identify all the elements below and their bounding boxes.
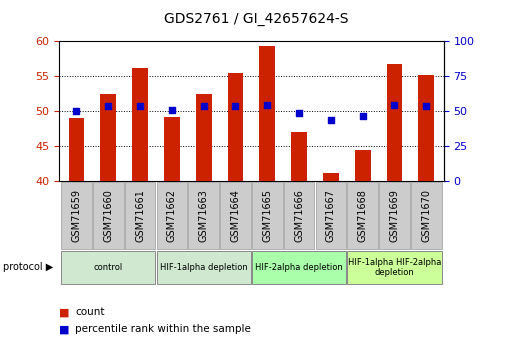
FancyBboxPatch shape (156, 251, 251, 284)
FancyBboxPatch shape (315, 182, 346, 249)
Text: GSM71661: GSM71661 (135, 189, 145, 242)
FancyBboxPatch shape (220, 182, 251, 249)
Text: GSM71662: GSM71662 (167, 189, 177, 242)
Bar (69, 118, 85, 181)
Text: GSM71664: GSM71664 (230, 189, 241, 242)
FancyBboxPatch shape (61, 251, 155, 284)
Text: GSM71660: GSM71660 (103, 189, 113, 242)
Bar (101, 94, 116, 181)
Bar (132, 68, 148, 181)
Point (168, 107, 176, 112)
Point (422, 103, 430, 108)
Text: HIF-1alpha depletion: HIF-1alpha depletion (160, 263, 248, 272)
Text: count: count (75, 307, 105, 317)
FancyBboxPatch shape (379, 182, 410, 249)
FancyBboxPatch shape (284, 182, 314, 249)
Point (263, 102, 271, 108)
Point (72, 108, 81, 114)
Bar (228, 73, 244, 181)
Text: GSM71663: GSM71663 (199, 189, 209, 242)
Text: GSM71659: GSM71659 (71, 189, 82, 242)
Point (390, 102, 399, 108)
Text: GSM71666: GSM71666 (294, 189, 304, 242)
Text: GSM71665: GSM71665 (262, 189, 272, 242)
FancyBboxPatch shape (156, 182, 187, 249)
Text: ■: ■ (59, 325, 69, 334)
Text: control: control (94, 263, 123, 272)
Text: ■: ■ (59, 307, 69, 317)
FancyBboxPatch shape (93, 182, 124, 249)
Bar (164, 117, 180, 181)
Text: GSM71670: GSM71670 (421, 189, 431, 242)
Text: GSM71667: GSM71667 (326, 189, 336, 242)
Bar (418, 75, 434, 181)
Text: protocol ▶: protocol ▶ (3, 263, 53, 272)
Text: HIF-2alpha depletion: HIF-2alpha depletion (255, 263, 343, 272)
FancyBboxPatch shape (252, 251, 346, 284)
Bar (354, 150, 370, 181)
FancyBboxPatch shape (347, 251, 442, 284)
FancyBboxPatch shape (61, 182, 92, 249)
Text: percentile rank within the sample: percentile rank within the sample (75, 325, 251, 334)
Text: HIF-1alpha HIF-2alpha
depletion: HIF-1alpha HIF-2alpha depletion (348, 258, 441, 277)
Bar (196, 94, 212, 181)
Bar (259, 46, 275, 181)
Bar (291, 132, 307, 181)
FancyBboxPatch shape (188, 182, 219, 249)
FancyBboxPatch shape (252, 182, 283, 249)
Text: GSM71669: GSM71669 (389, 189, 400, 242)
Point (359, 114, 367, 119)
Text: GSM71668: GSM71668 (358, 189, 368, 242)
FancyBboxPatch shape (125, 182, 155, 249)
Point (295, 110, 303, 116)
Point (136, 103, 144, 108)
Point (104, 104, 112, 109)
Point (327, 118, 335, 123)
Point (200, 104, 208, 109)
Point (231, 103, 240, 108)
Text: GDS2761 / GI_42657624-S: GDS2761 / GI_42657624-S (164, 12, 349, 26)
FancyBboxPatch shape (411, 182, 442, 249)
FancyBboxPatch shape (347, 182, 378, 249)
Bar (386, 64, 402, 181)
Bar (323, 173, 339, 181)
